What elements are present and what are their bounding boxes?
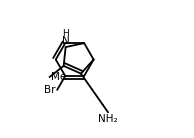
Text: Br: Br [44,85,55,95]
Text: Me: Me [51,72,66,82]
Text: NH₂: NH₂ [98,114,118,124]
Text: N: N [62,36,69,46]
Text: H: H [62,29,69,38]
